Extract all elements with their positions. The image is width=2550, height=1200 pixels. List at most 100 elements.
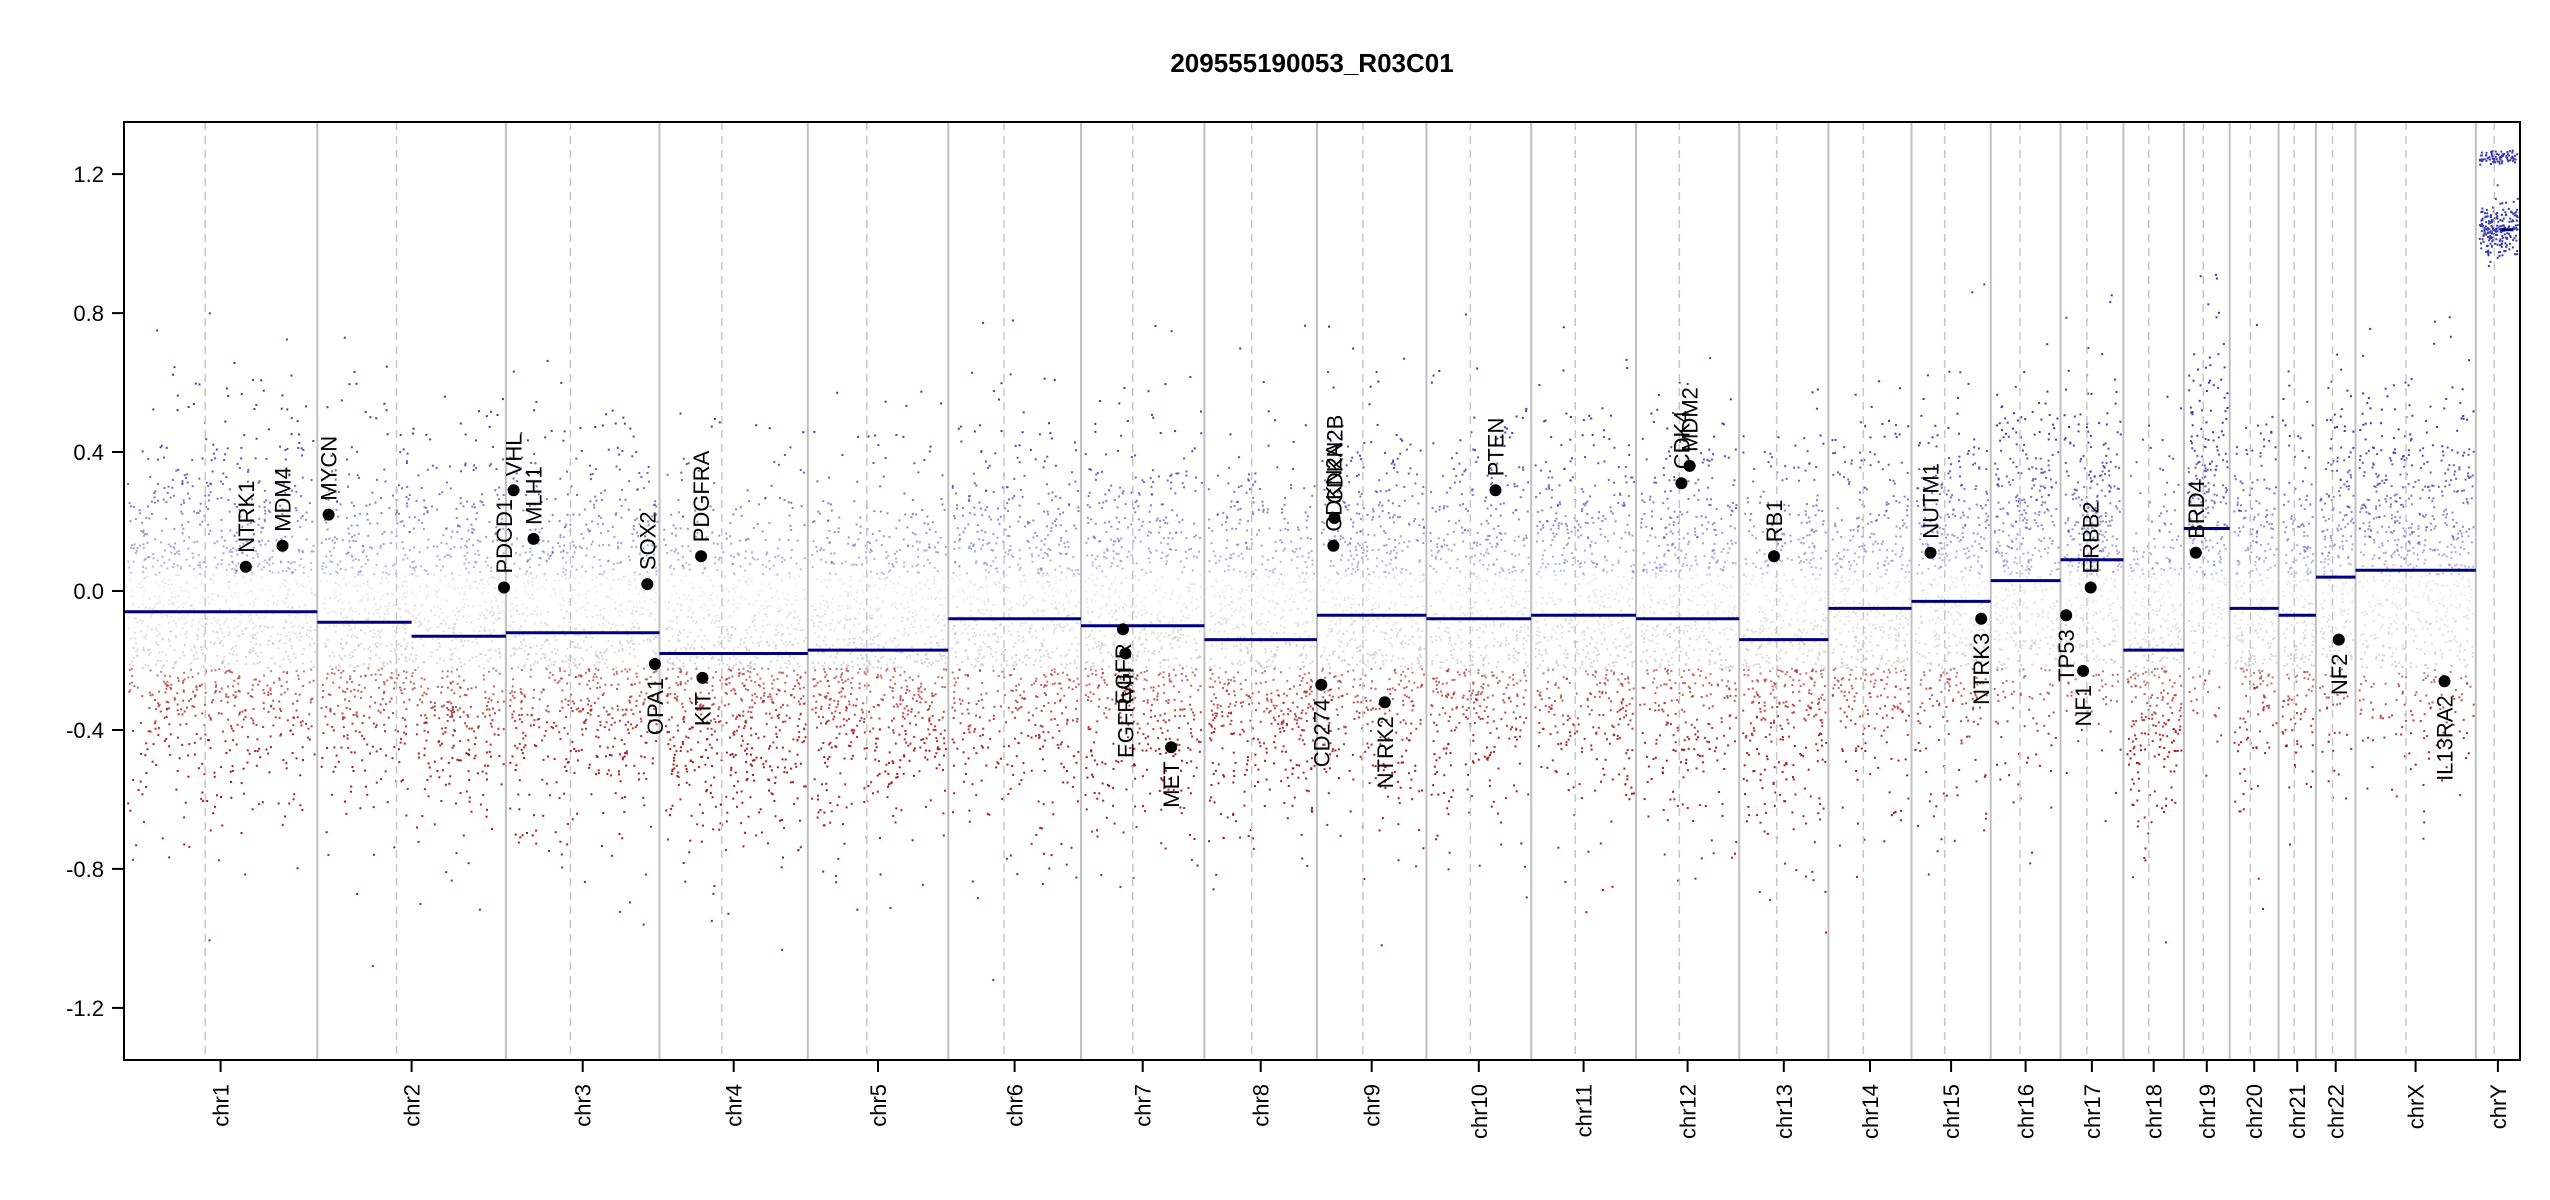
probe-point — [532, 490, 535, 493]
probe-point — [774, 726, 777, 729]
probe-point — [201, 683, 204, 686]
probe-point — [829, 821, 832, 824]
probe-point — [616, 629, 618, 632]
probe-point — [220, 661, 223, 664]
probe-point — [238, 676, 241, 679]
probe-point — [324, 498, 327, 501]
probe-point — [405, 496, 408, 499]
probe-point — [410, 573, 413, 576]
probe-point — [632, 612, 634, 615]
probe-point — [908, 689, 911, 692]
probe-point — [612, 745, 615, 748]
probe-point — [440, 691, 443, 694]
probe-point — [845, 669, 848, 672]
probe-point — [182, 606, 185, 609]
probe-point — [549, 671, 552, 674]
probe-point — [776, 547, 779, 550]
probe-point — [349, 657, 352, 660]
probe-point — [465, 567, 468, 570]
probe-point — [761, 625, 764, 628]
probe-point — [843, 757, 846, 760]
probe-point — [585, 547, 588, 550]
probe-point — [681, 545, 684, 548]
probe-point — [263, 674, 266, 677]
probe-point — [520, 432, 523, 435]
probe-point — [262, 566, 265, 569]
probe-point — [543, 572, 546, 575]
probe-point — [618, 640, 621, 643]
probe-point — [385, 609, 388, 612]
probe-point — [520, 721, 523, 724]
probe-point — [459, 740, 462, 743]
probe-point — [933, 566, 936, 569]
probe-point — [629, 901, 631, 904]
probe-point — [263, 506, 266, 509]
probe-point — [380, 497, 382, 499]
probe-point — [538, 717, 540, 720]
probe-point — [551, 550, 554, 553]
probe-point — [129, 571, 132, 574]
probe-point — [252, 707, 255, 710]
probe-point — [789, 446, 792, 449]
probe-point — [562, 550, 565, 553]
probe-point — [767, 842, 769, 845]
probe-point — [679, 681, 682, 683]
probe-point — [563, 430, 566, 433]
probe-point — [590, 645, 593, 648]
probe-point — [160, 444, 163, 447]
probe-point — [895, 434, 898, 436]
probe-point — [502, 728, 505, 731]
probe-point — [171, 565, 174, 568]
probe-point — [235, 540, 238, 543]
probe-point — [842, 718, 845, 721]
probe-point — [757, 736, 760, 739]
probe-point — [302, 585, 305, 587]
probe-point — [242, 767, 245, 770]
probe-point — [459, 695, 462, 698]
probe-point — [366, 513, 369, 516]
probe-point — [768, 583, 771, 586]
probe-point — [212, 592, 215, 595]
probe-point — [904, 733, 907, 736]
probe-point — [653, 548, 655, 551]
probe-point — [891, 690, 894, 693]
probe-point — [575, 628, 578, 631]
probe-point — [301, 808, 304, 811]
probe-point — [632, 435, 635, 438]
probe-point — [259, 756, 262, 759]
probe-point — [868, 584, 871, 586]
probe-point — [560, 381, 563, 384]
probe-point — [455, 802, 457, 805]
probe-point — [502, 763, 505, 766]
probe-point — [127, 560, 130, 563]
probe-point — [166, 567, 169, 570]
probe-point — [676, 695, 679, 698]
probe-point — [511, 694, 514, 697]
probe-point — [168, 599, 171, 602]
probe-point — [488, 629, 491, 632]
probe-point — [913, 660, 916, 663]
probe-point — [926, 558, 929, 561]
probe-point — [633, 654, 636, 657]
probe-point — [324, 715, 327, 718]
probe-point — [329, 550, 332, 553]
probe-point — [848, 642, 851, 644]
probe-point — [726, 811, 729, 814]
probe-point — [484, 654, 487, 656]
probe-point — [655, 656, 658, 659]
probe-point — [207, 508, 210, 511]
probe-point — [327, 693, 330, 696]
probe-point — [382, 692, 385, 695]
probe-point — [269, 735, 272, 738]
probe-point — [799, 712, 802, 715]
probe-point — [352, 714, 355, 716]
probe-point — [380, 578, 383, 581]
probe-point — [150, 615, 153, 618]
probe-point — [633, 574, 636, 577]
probe-point — [646, 638, 649, 641]
probe-point — [289, 562, 292, 565]
probe-point — [737, 725, 740, 728]
probe-point — [134, 617, 137, 620]
probe-point — [400, 616, 403, 619]
probe-point — [369, 546, 372, 549]
